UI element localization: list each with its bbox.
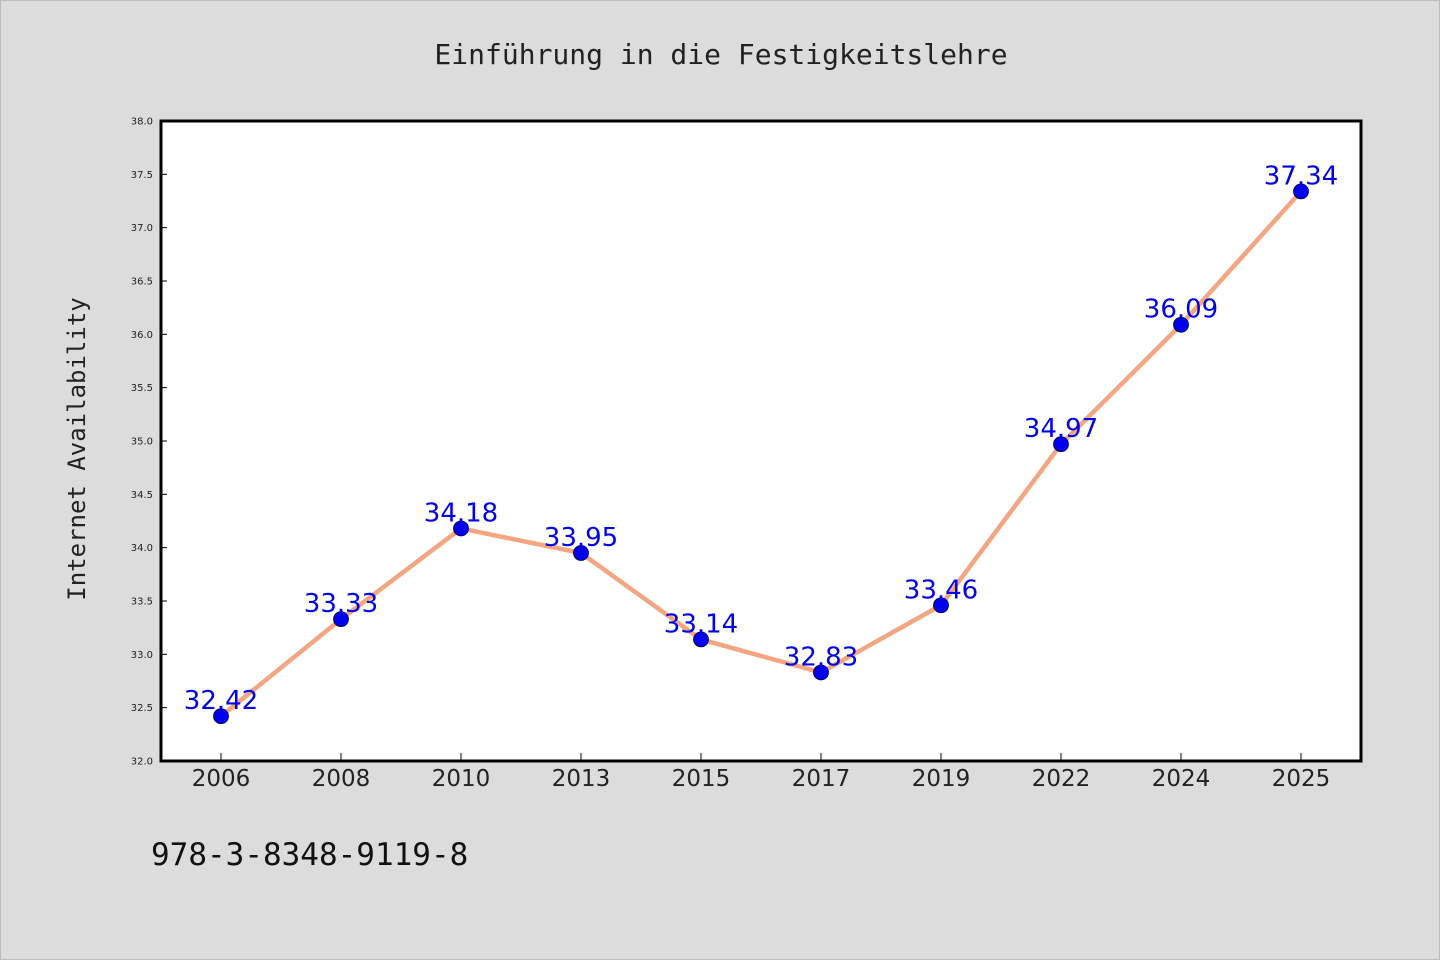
data-label: 37.34: [1264, 161, 1338, 191]
y-tick-label: 33.5: [131, 597, 153, 608]
x-tick-label: 2024: [1152, 766, 1211, 792]
data-point: [453, 520, 469, 537]
data-point: [1293, 183, 1309, 200]
data-label: 33.14: [664, 609, 738, 639]
y-tick-label: 33.0: [131, 650, 153, 661]
y-tick-label: 35.0: [131, 437, 153, 448]
x-tick-label: 2006: [192, 766, 251, 792]
data-label: 32.42: [184, 686, 258, 716]
x-tick-label: 2008: [312, 766, 371, 792]
chart-title: Einführung in die Festigkeitslehre: [434, 38, 1007, 71]
x-axis: 2006 2008 2010 2013 2015 2017 2019 2022 2024 2025: [192, 753, 1331, 792]
data-point: [813, 664, 829, 681]
x-tick-label: 2015: [672, 766, 731, 792]
series-layer: [213, 183, 1309, 725]
x-tick-label: 2019: [912, 766, 971, 792]
y-tick-label: 34.5: [131, 490, 153, 501]
y-tick-label: 36.5: [131, 277, 153, 288]
data-point: [1173, 316, 1189, 333]
series-line: [218, 189, 1304, 719]
y-axis: 32.0 32.5 33.0 33.5 34.0 34.5 35.0 35.5 36.0 36.5…: [131, 117, 167, 768]
y-tick-label: 37.0: [131, 223, 153, 234]
isbn-text: 978-3-8348-9119-8: [151, 837, 468, 873]
data-label: 34.97: [1024, 414, 1098, 444]
y-tick-label: 37.5: [131, 170, 153, 181]
data-label: 32.83: [784, 642, 858, 672]
y-tick-label: 35.5: [131, 383, 153, 394]
y-tick-label: 32.0: [131, 757, 153, 768]
y-tick-label: 38.0: [131, 117, 153, 128]
data-label-layer: 32.42 33.33 34.18 33.95 33.14 32.83 33.46 34.97…: [184, 161, 1338, 716]
x-tick-label: 2025: [1272, 766, 1331, 792]
x-tick-label: 2022: [1032, 766, 1091, 792]
y-tick-label: 34.0: [131, 543, 153, 554]
data-point: [693, 631, 709, 648]
data-label: 36.09: [1144, 295, 1218, 325]
y-tick-label: 36.0: [131, 330, 153, 341]
x-tick-label: 2010: [432, 766, 491, 792]
x-tick-label: 2017: [792, 766, 851, 792]
x-tick-label: 2013: [552, 766, 611, 792]
data-label: 33.33: [304, 589, 378, 619]
data-label: 33.46: [904, 575, 978, 605]
data-point: [333, 611, 349, 628]
data-label: 33.95: [544, 523, 618, 553]
data-point: [1053, 436, 1069, 453]
plot-area: [159, 119, 1363, 763]
y-tick-label: 32.5: [131, 703, 153, 714]
y-axis-label: Internet Availability: [63, 297, 91, 600]
data-point: [573, 545, 589, 561]
data-label: 34.18: [424, 498, 498, 528]
data-point: [213, 708, 229, 725]
data-point: [933, 597, 949, 614]
